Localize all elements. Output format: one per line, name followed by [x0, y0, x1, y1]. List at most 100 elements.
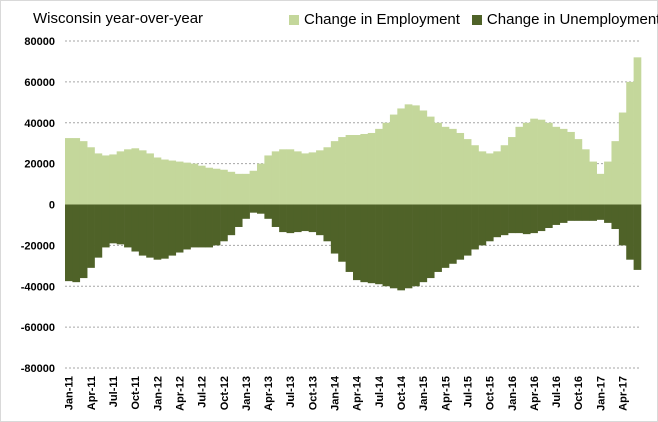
- unemployment-bar: [493, 204, 501, 238]
- unemployment-bar: [567, 204, 575, 221]
- employment-bar: [190, 163, 199, 205]
- employment-bar: [515, 126, 524, 205]
- employment-bar: [183, 162, 191, 205]
- unemployment-bar: [449, 204, 457, 264]
- employment-bar: [449, 128, 457, 205]
- y-tick-label: -20000: [21, 240, 55, 252]
- employment-bar: [552, 126, 561, 205]
- y-tick-label: -40000: [21, 281, 55, 293]
- y-tick-label: 80000: [24, 36, 55, 48]
- employment-bar: [227, 171, 236, 205]
- unemployment-bar: [360, 204, 369, 283]
- unemployment-bar: [419, 204, 428, 283]
- unemployment-bar: [138, 204, 147, 256]
- x-tick-label: Jul-13: [285, 376, 297, 408]
- x-tick-label: Apr-14: [352, 375, 364, 411]
- employment-bar: [220, 169, 228, 205]
- employment-bar: [101, 155, 110, 205]
- employment-bar: [161, 159, 169, 205]
- unemployment-bar: [168, 204, 177, 256]
- unemployment-bar: [183, 204, 191, 250]
- employment-bar: [574, 139, 583, 205]
- unemployment-bar: [485, 204, 494, 242]
- legend-item-employment: Change in Employment: [289, 11, 460, 28]
- employment-bar: [116, 151, 125, 205]
- employment-bar: [456, 132, 465, 205]
- unemployment-bar: [197, 204, 206, 248]
- x-tick-label: Apr-16: [529, 376, 541, 411]
- x-tick-label: Jul-14: [374, 375, 386, 408]
- employment-bar: [367, 132, 376, 205]
- unemployment-bar: [131, 204, 140, 252]
- employment-bar: [581, 149, 590, 205]
- unemployment-bar: [234, 204, 243, 227]
- y-tick-label: 0: [49, 200, 55, 212]
- legend: Change in Employment Change in Unemploym…: [289, 11, 658, 28]
- employment-bar: [212, 168, 221, 205]
- y-tick-label: 60000: [24, 77, 55, 89]
- employment-bar: [360, 133, 369, 205]
- employment-bar: [412, 105, 420, 205]
- legend-label-employment: Change in Employment: [304, 11, 460, 28]
- employment-bar: [293, 151, 302, 205]
- unemployment-bar: [581, 204, 590, 221]
- unemployment-bar: [604, 204, 612, 223]
- unemployment-bar: [552, 204, 561, 225]
- unemployment-bar: [382, 204, 391, 287]
- employment-bar: [205, 167, 213, 205]
- unemployment-bar: [434, 204, 442, 272]
- unemployment-bar: [205, 204, 213, 248]
- x-tick-label: Oct-11: [130, 376, 142, 410]
- unemployment-bar: [345, 204, 354, 272]
- x-tick-label: Jan-16: [507, 376, 519, 411]
- employment-bar: [353, 135, 361, 205]
- unemployment-bar: [220, 204, 228, 242]
- employment-bar: [434, 122, 442, 205]
- employment-bar: [522, 122, 531, 205]
- bar-series: [65, 57, 642, 291]
- employment-bar: [441, 126, 450, 205]
- x-tick-label: Apr-17: [618, 376, 630, 411]
- y-tick-label: -80000: [21, 363, 55, 375]
- employment-bar: [264, 155, 273, 205]
- unemployment-bar: [375, 204, 383, 285]
- employment-bar: [559, 128, 568, 205]
- employment-bar: [131, 148, 140, 205]
- unemployment-bar: [161, 204, 169, 259]
- employment-bar: [419, 110, 428, 205]
- unemployment-bar: [397, 204, 405, 291]
- y-axis: -80000 -60000 -40000 -20000 0 20000 40000 60000…: [21, 36, 55, 375]
- x-tick-label: Jan-11: [64, 376, 76, 410]
- employment-bar: [382, 122, 391, 205]
- unemployment-bar: [116, 204, 125, 245]
- employment-bar: [604, 161, 612, 205]
- unemployment-bar: [249, 204, 258, 213]
- unemployment-bar: [633, 204, 642, 270]
- unemployment-bar: [72, 204, 81, 283]
- x-tick-label: Jan-12: [152, 376, 164, 411]
- unemployment-bar: [412, 204, 420, 287]
- y-tick-label: -60000: [21, 322, 55, 334]
- x-tick-label: Jan-17: [595, 376, 607, 411]
- unemployment-bar: [545, 204, 553, 229]
- employment-bar: [109, 154, 117, 205]
- employment-bar: [257, 163, 265, 205]
- employment-bar: [345, 135, 354, 205]
- unemployment-bar: [301, 204, 309, 232]
- y-tick-label: 40000: [24, 118, 55, 130]
- employment-bar: [500, 145, 509, 205]
- unemployment-bar: [212, 204, 221, 246]
- unemployment-bar: [389, 204, 398, 289]
- unemployment-bar: [338, 204, 346, 262]
- chart-title: Wisconsin year-over-year: [33, 10, 204, 27]
- employment-bar: [626, 81, 634, 205]
- unemployment-bar: [596, 204, 605, 220]
- unemployment-bar: [316, 204, 324, 236]
- unemployment-bar: [463, 204, 472, 256]
- unemployment-bar: [308, 204, 317, 233]
- unemployment-bar: [109, 204, 117, 244]
- legend-label-unemployment: Change in Unemployment: [486, 11, 658, 28]
- employment-bar: [249, 170, 258, 205]
- x-tick-label: Oct-13: [307, 376, 319, 410]
